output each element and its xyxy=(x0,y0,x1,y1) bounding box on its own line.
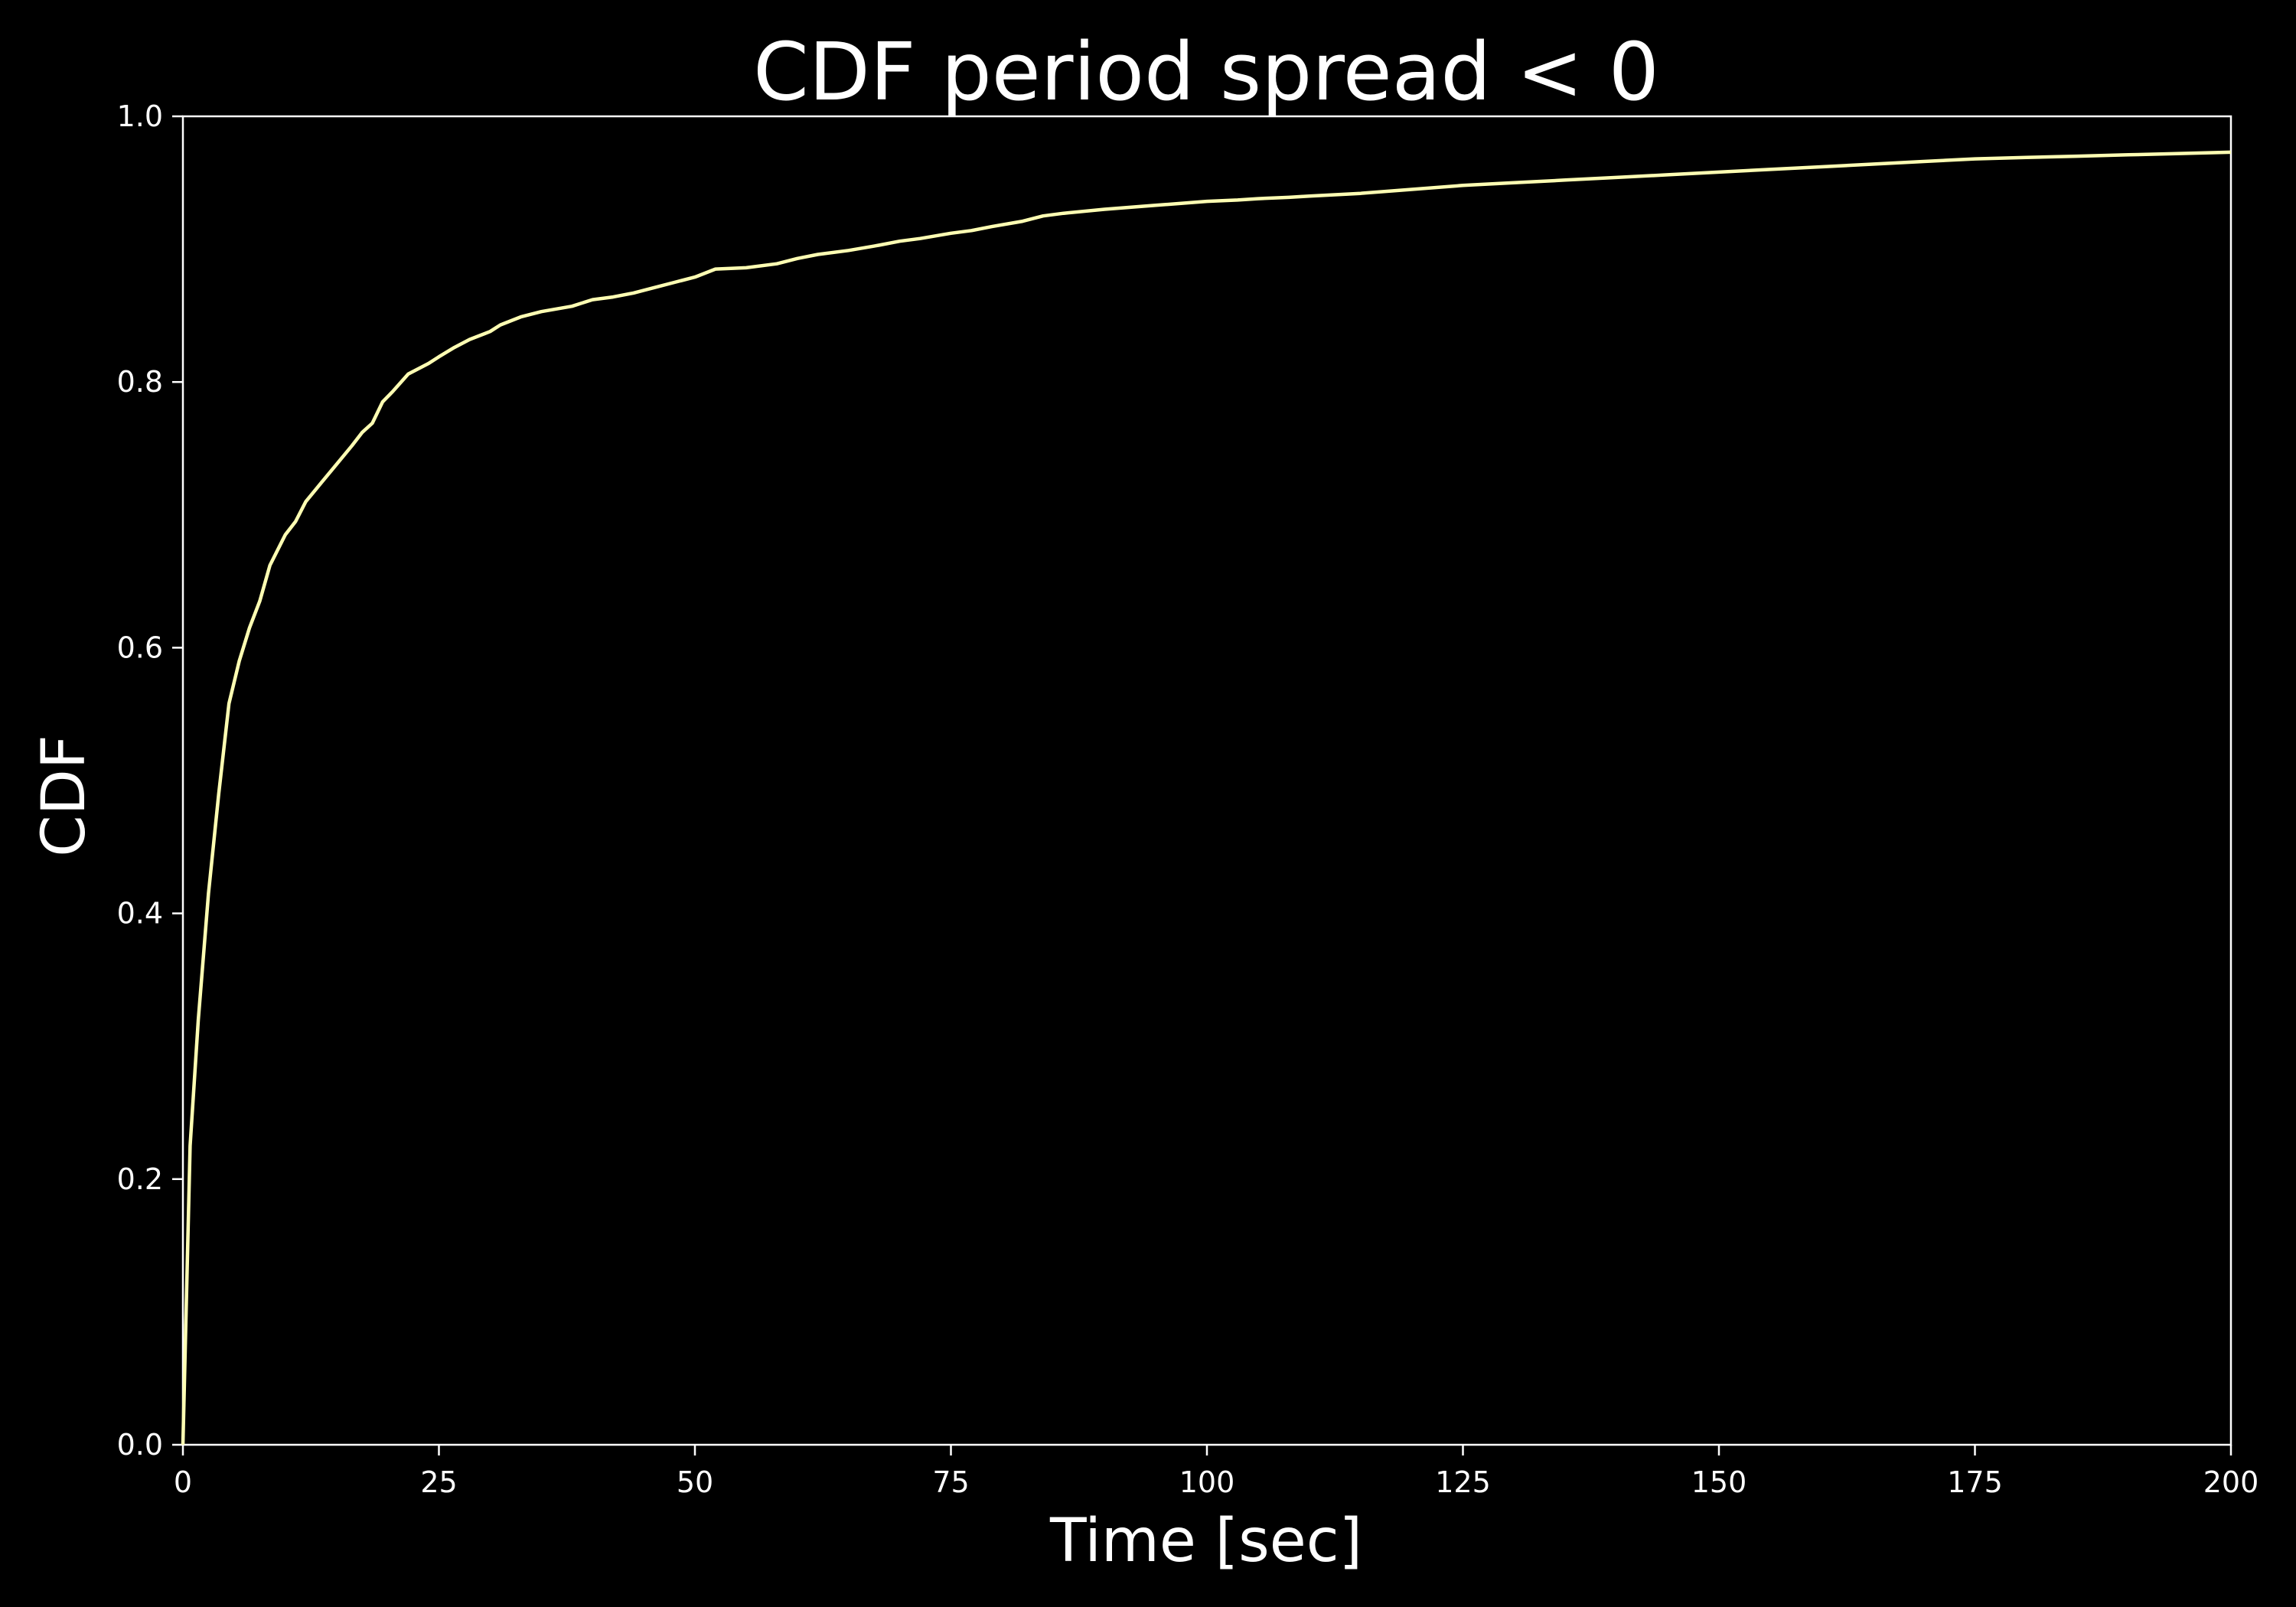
x-axis-label: Time [sec] xyxy=(1049,1507,1362,1576)
x-tick-label-5: 125 xyxy=(1435,1465,1491,1499)
x-tick-label-4: 100 xyxy=(1179,1465,1235,1499)
x-tick-label-7: 175 xyxy=(1947,1465,2003,1499)
cdf-series-line-0 xyxy=(181,150,2232,1446)
x-tick-label-6: 150 xyxy=(1691,1465,1747,1499)
y-tick-label-1: 0.2 xyxy=(117,1162,163,1196)
x-tick-label-0: 0 xyxy=(174,1465,192,1499)
x-tick-label-1: 25 xyxy=(420,1465,457,1499)
y-axis-label: CDF xyxy=(30,735,99,856)
y-tick-label-0: 0.0 xyxy=(117,1428,163,1462)
plot-area: 0 25 50 75 100 125 150 175 200 0.0 0.2 0.4 0.6 0.8 1.0 xyxy=(117,99,2259,1499)
x-tick-label-3: 75 xyxy=(932,1465,969,1499)
y-tick-label-5: 1.0 xyxy=(117,99,163,133)
y-tick-label-2: 0.4 xyxy=(117,897,163,931)
x-tick-label-2: 50 xyxy=(677,1465,713,1499)
y-tick-label-3: 0.6 xyxy=(117,631,163,664)
y-tick-label-4: 0.8 xyxy=(117,365,163,399)
chart-title: CDF period spread < 0 xyxy=(753,25,1659,119)
x-tick-label-8: 200 xyxy=(2203,1465,2259,1499)
